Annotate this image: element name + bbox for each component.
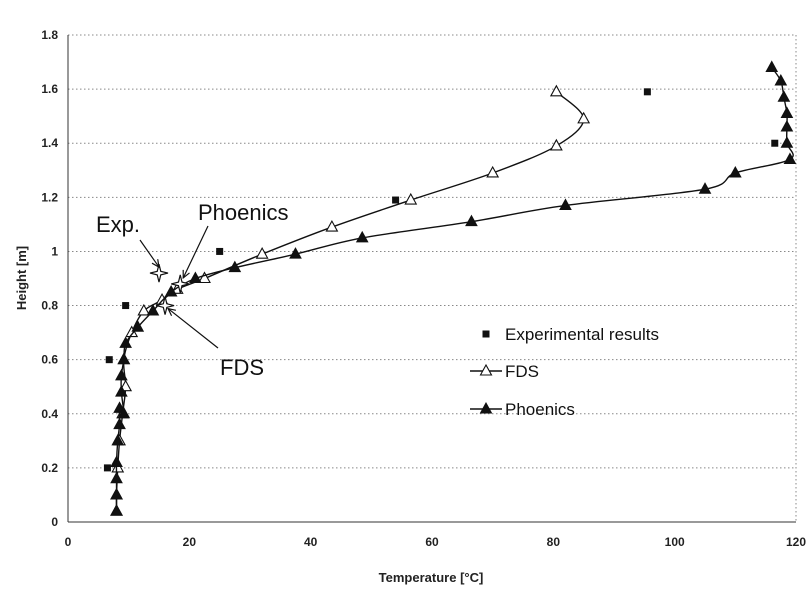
y-tick-label: 1.2 [41, 190, 58, 204]
annotation-star-phoenics [171, 274, 190, 294]
data-point-experimental-results [103, 464, 111, 472]
x-tick-label: 60 [425, 535, 439, 549]
data-point-phoenics [780, 136, 794, 148]
y-tick-label: 0.8 [41, 299, 58, 313]
data-point-fds [137, 303, 151, 316]
data-point-experimental-results [216, 247, 224, 255]
y-tick-labels: 0 0.2 0.4 0.6 0.8 1 1.2 1.4 1.6 1.8 [41, 28, 58, 529]
y-axis-title: Height [m] [14, 246, 29, 310]
legend-marker-phoenics [479, 401, 493, 414]
annotation-arrow-phoenics-shaft [182, 225, 209, 279]
legend-label-fds: FDS [505, 362, 539, 381]
y-tick-label: 0 [51, 515, 58, 529]
data-point-phoenics [728, 165, 742, 178]
annotation-arrow-exp-shaft [139, 239, 160, 268]
data-point-fds [549, 84, 563, 97]
data-point-phoenics [146, 303, 160, 316]
legend: Experimental results FDS Phoenics [470, 325, 659, 419]
annotation-arrow-fds-head [166, 307, 177, 317]
data-point-experimental-results [122, 302, 130, 310]
annotation-arrow-phoenics-head [182, 269, 190, 280]
data-point-phoenics [113, 417, 126, 430]
data-point-fds [577, 111, 591, 124]
data-point-phoenics [765, 60, 779, 72]
data-point-experimental-results [105, 356, 113, 364]
annotation-star-exp [149, 263, 169, 283]
data-point-fds [325, 219, 339, 232]
series-experimental-results [103, 88, 779, 472]
data-point-phoenics [110, 504, 123, 516]
x-axis-title: Temperature [°C] [379, 570, 484, 585]
annotation-arrow-exp [139, 239, 160, 269]
data-point-phoenics [110, 487, 123, 500]
y-tick-label: 0.2 [41, 461, 58, 475]
data-point-phoenics [780, 119, 794, 132]
y-tick-label: 1 [51, 244, 58, 258]
annotation-label-phoenics: Phoenics [198, 200, 289, 225]
legend-marker-experimental-results [482, 330, 490, 338]
annotation-label-fds: FDS [220, 355, 264, 380]
data-point-phoenics [189, 271, 202, 283]
data-point-phoenics [117, 406, 131, 419]
legend-label-phoenics: Phoenics [505, 400, 575, 419]
annotation-label-exp: Exp. [96, 212, 140, 237]
data-point-phoenics [777, 90, 791, 102]
data-point-fds [549, 138, 563, 151]
data-point-phoenics [111, 433, 125, 446]
y-tick-label: 1.6 [41, 82, 58, 96]
data-point-phoenics [465, 214, 478, 227]
series-phoenics [110, 60, 797, 516]
y-tick-label: 1.4 [41, 136, 58, 150]
data-point-phoenics [228, 260, 242, 273]
y-tick-label: 0.6 [41, 353, 58, 367]
x-tick-label: 20 [183, 535, 197, 549]
data-point-experimental-results [643, 88, 651, 96]
series-group [103, 60, 797, 516]
annotation-arrow-phoenics [182, 225, 209, 280]
data-point-phoenics [774, 73, 788, 86]
y-tick-label: 1.8 [41, 28, 58, 42]
annotations: Exp. Phoenics FDS [96, 200, 289, 380]
annotation-arrow-fds [166, 307, 219, 349]
legend-item-experimental-results: Experimental results [482, 325, 659, 344]
annotation-arrow-exp-head [151, 259, 160, 269]
data-point-phoenics [117, 352, 131, 365]
data-point-phoenics [783, 152, 797, 164]
x-tick-labels: 0 20 40 60 80 100 120 [65, 535, 807, 549]
data-point-fds [198, 271, 211, 284]
data-point-phoenics [110, 455, 123, 467]
legend-label-experimental-results: Experimental results [505, 325, 659, 344]
x-tick-label: 100 [665, 535, 685, 549]
legend-item-fds: FDS [470, 362, 539, 381]
data-point-phoenics [115, 385, 128, 397]
data-point-phoenics [289, 247, 302, 259]
legend-item-phoenics: Phoenics [470, 400, 575, 419]
gridlines [68, 34, 797, 522]
annotation-star-fds [155, 296, 175, 315]
x-tick-label: 40 [304, 535, 318, 549]
data-point-fds [486, 165, 500, 178]
data-point-phoenics [131, 320, 145, 332]
data-point-phoenics [119, 336, 132, 348]
y-tick-label: 0.4 [41, 407, 58, 421]
data-point-phoenics [355, 230, 369, 243]
annotation-arrow-fds-shaft [167, 308, 219, 349]
data-point-fds [404, 192, 418, 205]
data-point-phoenics [115, 368, 128, 381]
data-point-fds [255, 247, 269, 259]
x-tick-label: 0 [65, 535, 72, 549]
legend-marker-fds [479, 363, 493, 376]
data-point-experimental-results [392, 196, 400, 204]
data-point-phoenics [698, 182, 712, 194]
data-point-phoenics [559, 198, 572, 210]
data-point-phoenics [110, 471, 123, 484]
x-tick-label: 120 [786, 535, 806, 549]
data-point-experimental-results [771, 139, 779, 147]
data-point-phoenics [780, 106, 794, 118]
x-tick-label: 80 [547, 535, 561, 549]
axes [67, 35, 796, 523]
data-point-phoenics [164, 284, 178, 297]
